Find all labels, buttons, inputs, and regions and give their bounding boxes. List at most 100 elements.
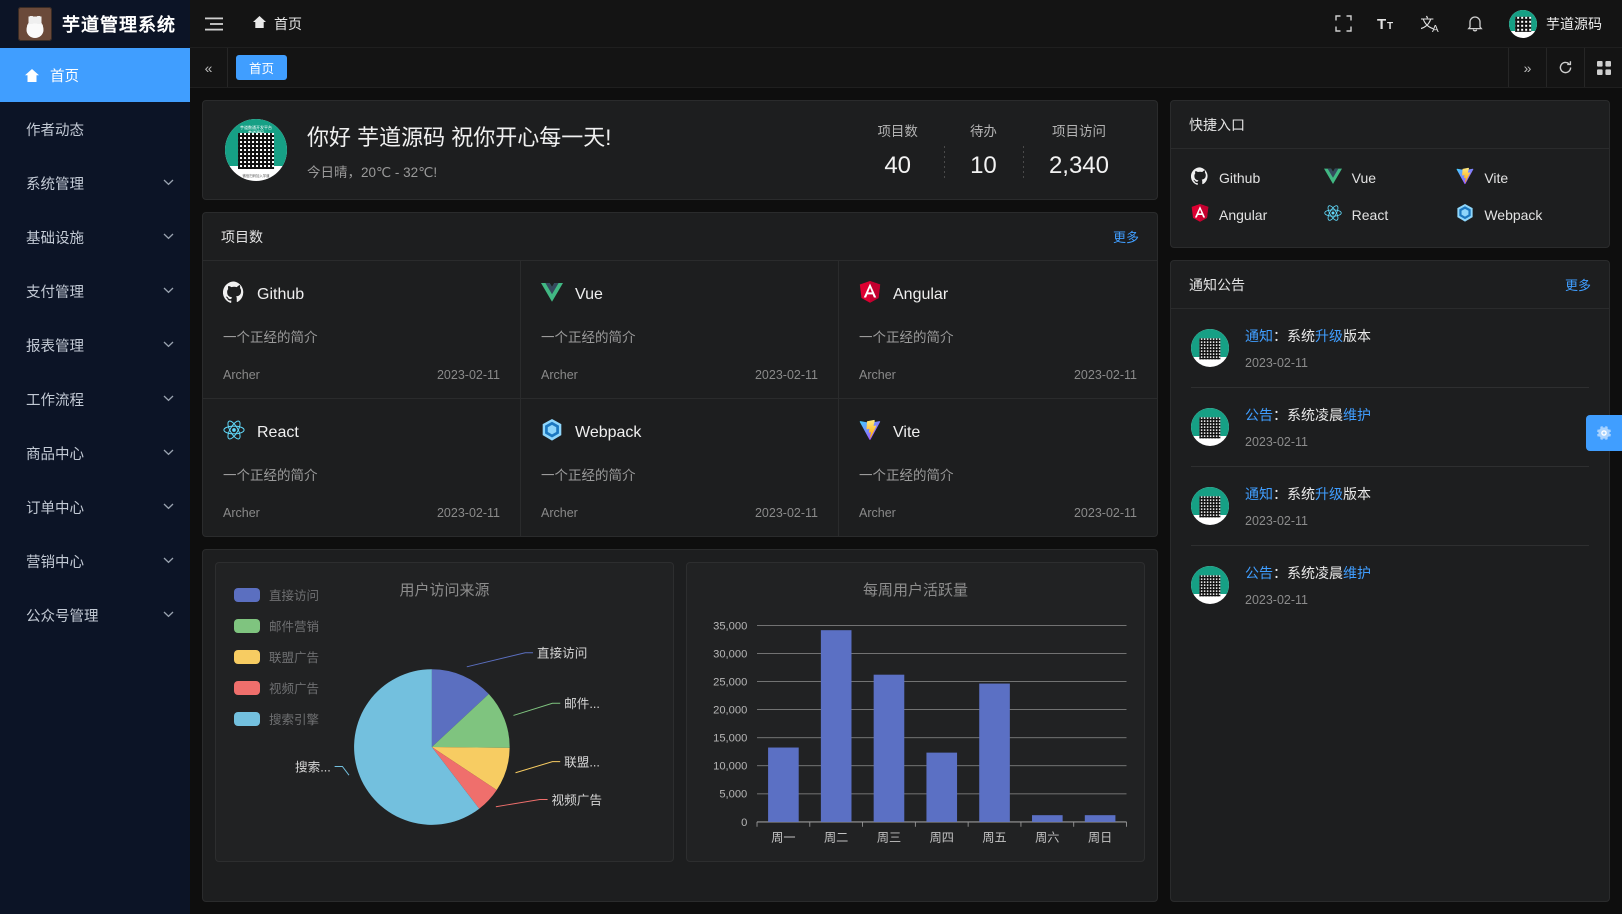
- quick-entry-4[interactable]: React: [1323, 204, 1457, 225]
- bell-icon[interactable]: [1455, 0, 1495, 48]
- quick-entry-5[interactable]: Webpack: [1456, 204, 1589, 225]
- fullscreen-icon[interactable]: [1323, 0, 1363, 48]
- font-size-icon[interactable]: T T: [1367, 0, 1407, 48]
- sidebar-item-7[interactable]: 商品中心: [0, 426, 190, 480]
- bar-6[interactable]: [1084, 815, 1116, 822]
- chevron-down-icon[interactable]: [163, 555, 174, 567]
- bar-5[interactable]: [1032, 815, 1063, 822]
- hamburger-icon[interactable]: [190, 0, 238, 48]
- chevron-down-icon[interactable]: [163, 447, 174, 459]
- top-bar-right: T T 文 A 芋道源码: [1323, 0, 1622, 48]
- webpack-icon: [541, 419, 563, 446]
- chevron-down-icon[interactable]: [163, 339, 174, 351]
- project-name: React: [257, 423, 299, 441]
- chevron-down-icon[interactable]: [163, 609, 174, 621]
- project-card-0[interactable]: Github 一个正经的简介 Archer 2023-02-11: [203, 261, 521, 399]
- legend-swatch: [234, 587, 260, 602]
- pie-legend-item-0[interactable]: 直接访问: [234, 585, 319, 604]
- tabs: 首页: [228, 48, 1508, 87]
- project-author: Archer: [541, 506, 578, 520]
- sidebar-item-5[interactable]: 报表管理: [0, 318, 190, 372]
- bar-xlabel-2: 周三: [877, 830, 901, 844]
- sidebar-item-label: 报表管理: [26, 338, 84, 355]
- sidebar-item-4[interactable]: 支付管理: [0, 264, 190, 318]
- avatar: [1509, 9, 1537, 38]
- svg-text:A: A: [1432, 24, 1439, 33]
- pie-slice-1[interactable]: [431, 694, 510, 748]
- bar-4[interactable]: [979, 683, 1010, 822]
- bar-2[interactable]: [873, 674, 905, 822]
- sidebar-item-label: 基础设施: [26, 230, 84, 247]
- sidebar-item-10[interactable]: 公众号管理: [0, 588, 190, 642]
- quick-entry-label: Webpack: [1484, 206, 1543, 223]
- chevron-down-icon[interactable]: [163, 177, 174, 189]
- pie-legend-item-3[interactable]: 视频广告: [234, 678, 319, 697]
- notice-item-0[interactable]: 通知：系统升级版本 2023-02-11: [1191, 309, 1589, 388]
- github-icon: [1190, 167, 1209, 188]
- bar-xlabel-6: 周日: [1088, 830, 1112, 844]
- stat-value: 2,340: [1048, 152, 1109, 179]
- top-bar-left: 首页: [190, 0, 316, 48]
- project-card-4[interactable]: Webpack 一个正经的简介 Archer 2023-02-11: [521, 399, 839, 536]
- project-card-1[interactable]: Vue 一个正经的简介 Archer 2023-02-11: [521, 261, 839, 399]
- notice-item-2[interactable]: 通知：系统升级版本 2023-02-11: [1191, 467, 1589, 546]
- projects-more-link[interactable]: 更多: [1112, 230, 1139, 245]
- project-card-2[interactable]: Angular 一个正经的简介 Archer 2023-02-11: [839, 261, 1157, 399]
- project-card-5[interactable]: Vite 一个正经的简介 Archer 2023-02-11: [839, 399, 1157, 536]
- legend-swatch: [234, 618, 260, 633]
- notices-more-link[interactable]: 更多: [1564, 278, 1591, 293]
- right-column: 快捷入口 Github Vue Vite Angular React Webpa…: [1170, 100, 1610, 902]
- qr-avatar-icon: [1191, 329, 1229, 367]
- notice-item-1[interactable]: 公告：系统凌晨维护 2023-02-11: [1191, 388, 1589, 467]
- svg-text:文: 文: [1421, 16, 1434, 32]
- quick-entry-3[interactable]: Angular: [1191, 204, 1324, 225]
- sidebar-item-1[interactable]: 作者动态: [0, 102, 190, 156]
- charts-card: 用户访问来源 直接访问 邮件营销 联盟广告 视频广告 搜索引擎 直接访问 邮件..…: [202, 549, 1158, 902]
- user-menu[interactable]: 芋道源码: [1499, 9, 1608, 38]
- double-chevron-left-icon[interactable]: «: [190, 48, 228, 87]
- brand[interactable]: 芋道管理系统: [0, 0, 190, 48]
- chevron-down-icon[interactable]: [163, 393, 174, 405]
- sidebar-item-3[interactable]: 基础设施: [0, 210, 190, 264]
- double-chevron-right-icon[interactable]: »: [1508, 48, 1546, 87]
- chevron-down-icon[interactable]: [163, 501, 174, 513]
- notice-item-3[interactable]: 公告：系统凌晨维护 2023-02-11: [1191, 546, 1589, 624]
- chevron-down-icon[interactable]: [163, 285, 174, 297]
- pie-slice-0[interactable]: [431, 669, 489, 748]
- quick-entry-0[interactable]: Github: [1190, 167, 1324, 188]
- notice-title: 公告：系统凌晨维护: [1245, 565, 1371, 581]
- project-date: 2023-02-11: [754, 506, 818, 520]
- quick-entry-2[interactable]: Vite: [1456, 167, 1589, 188]
- stat-0: 项目数 40: [851, 120, 944, 180]
- pie-legend-item-4[interactable]: 搜索引擎: [234, 709, 319, 728]
- sidebar-item-6[interactable]: 工作流程: [0, 372, 190, 426]
- settings-fab-button[interactable]: [1586, 415, 1622, 451]
- pie-leader-line-2: [515, 761, 561, 774]
- bar-0[interactable]: [768, 747, 799, 822]
- pie-slice-4[interactable]: [354, 669, 480, 825]
- sidebar-item-0[interactable]: 首页: [0, 48, 190, 102]
- sidebar-item-9[interactable]: 营销中心: [0, 534, 190, 588]
- quick-entry-grid: Github Vue Vite Angular React Webpack: [1171, 149, 1609, 247]
- grid-icon[interactable]: [1584, 48, 1622, 87]
- pie-legend-item-2[interactable]: 联盟广告: [234, 647, 319, 666]
- content: 芋道数通开发平台芋道源码源码 微信扫码加入芋道 你好 芋道源码 祝你开心每一天!…: [190, 88, 1622, 914]
- project-author: Archer: [541, 368, 578, 382]
- refresh-icon[interactable]: [1546, 48, 1584, 87]
- sidebar-item-2[interactable]: 系统管理: [0, 156, 190, 210]
- chevron-down-icon[interactable]: [163, 231, 174, 243]
- project-card-3[interactable]: React 一个正经的简介 Archer 2023-02-11: [203, 399, 521, 536]
- pie-legend-item-1[interactable]: 邮件营销: [234, 616, 319, 635]
- quick-entry-1[interactable]: Vue: [1323, 167, 1457, 188]
- pie-slice-3[interactable]: [431, 747, 497, 809]
- tab-home[interactable]: 首页: [236, 55, 288, 80]
- bar-1[interactable]: [820, 630, 852, 822]
- user-name: 芋道源码: [1546, 15, 1602, 32]
- sidebar-item-label: 工作流程: [26, 392, 84, 409]
- translate-icon[interactable]: 文 A: [1411, 0, 1451, 48]
- sidebar-item-8[interactable]: 订单中心: [0, 480, 190, 534]
- bar-3[interactable]: [926, 752, 958, 822]
- breadcrumb[interactable]: 首页: [238, 0, 316, 48]
- pie-slice-2[interactable]: [431, 747, 510, 790]
- qr-avatar-icon: 芋道数通开发平台芋道源码源码 微信扫码加入芋道: [225, 119, 287, 181]
